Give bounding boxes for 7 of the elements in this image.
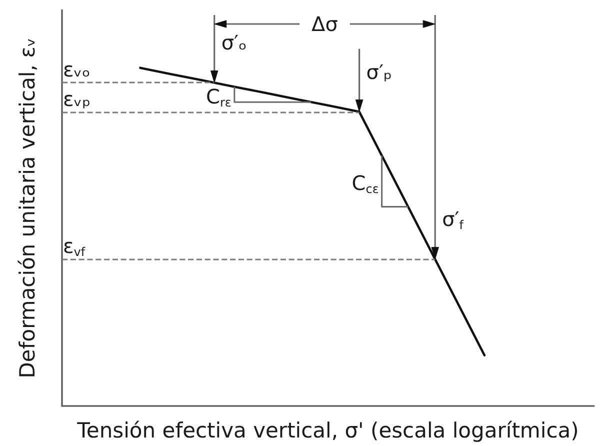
text: σ′ₒ	[221, 30, 247, 55]
annotation: σ′ₚ	[366, 60, 392, 84]
ref-line-label: εᵥₚ	[63, 86, 91, 111]
x-axis-title: Tensión efectiva vertical, σ' (escala logarítmica)	[76, 418, 579, 442]
text: Δσ	[312, 12, 338, 36]
ref-line-label: εᵥₒ	[63, 58, 90, 82]
y-axis-title: Deformación unitaria vertical, εᵥ	[16, 38, 40, 378]
